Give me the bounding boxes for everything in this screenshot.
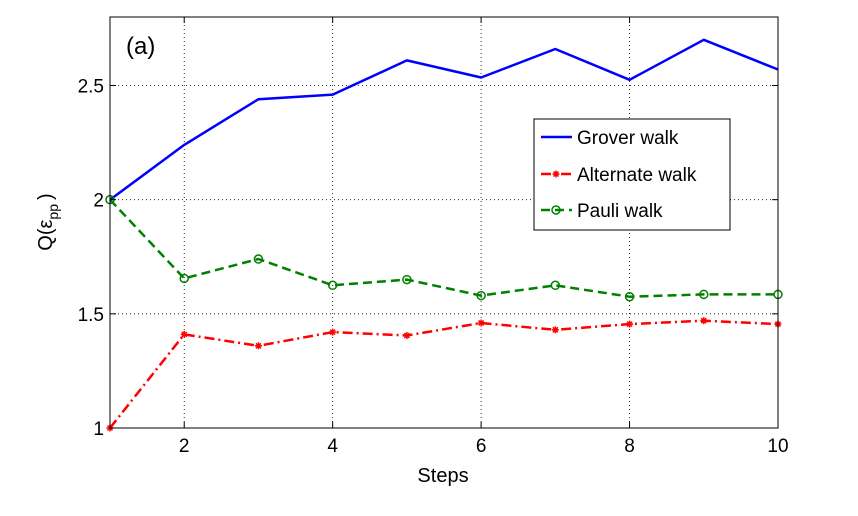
legend-label-pauli: Pauli walk <box>577 201 663 222</box>
data-point <box>253 254 264 264</box>
panel-label: (a) <box>126 33 155 60</box>
y-axis-label-subscript: pp <box>45 204 61 220</box>
x-tick-label: 2 <box>179 436 190 457</box>
legend-entry-pauli: Pauli walk <box>541 201 663 222</box>
x-tick-label: 4 <box>327 436 338 457</box>
legend: Grover walk Alternate walk Pauli walk <box>533 118 731 231</box>
data-point <box>700 317 708 325</box>
x-tick-label: 6 <box>476 436 487 457</box>
y-tick-label: 2.5 <box>78 77 104 98</box>
data-point <box>327 280 338 291</box>
data-point <box>403 332 411 340</box>
series-line <box>109 38 779 201</box>
x-tick-label: 10 <box>767 436 788 457</box>
svg-text:Q(εpp): Q(εpp) <box>35 193 61 250</box>
x-axis-label: Steps <box>417 465 468 487</box>
data-point <box>179 273 189 284</box>
x-tick-label: 8 <box>624 436 635 457</box>
series-line <box>109 319 779 429</box>
legend-marker-pauli <box>551 205 561 215</box>
legend-entry-grover: Grover walk <box>541 128 679 149</box>
legend-label-alternate: Alternate walk <box>577 165 697 186</box>
y-axis-label-close: ) <box>35 193 57 200</box>
data-point <box>626 320 634 328</box>
y-axis-label-main: Q(ε <box>35 219 57 250</box>
data-point <box>402 274 412 285</box>
series-grover-walk <box>109 38 779 201</box>
data-point <box>624 291 635 302</box>
data-point <box>329 328 337 336</box>
ticks: 2 4 6 8 10 1 1.5 2 2.5 <box>78 17 789 457</box>
series-line <box>109 198 778 298</box>
y-tick-label: 1 <box>93 419 104 440</box>
series-layer <box>105 38 783 432</box>
data-point <box>550 280 561 291</box>
legend-label-grover: Grover walk <box>577 128 679 149</box>
data-point <box>551 326 559 334</box>
data-point <box>476 290 486 301</box>
y-tick-label: 1.5 <box>78 305 104 326</box>
data-point <box>699 289 709 300</box>
axes-outline <box>109 16 779 429</box>
data-point <box>180 330 188 338</box>
legend-marker-alternate <box>552 170 560 178</box>
y-tick-label: 2 <box>93 191 104 212</box>
plot-area: 2 4 6 8 10 1 1.5 2 2.5 <box>78 16 789 457</box>
legend-entry-alternate: Alternate walk <box>541 165 697 186</box>
data-point <box>477 319 485 327</box>
data-point <box>254 342 262 350</box>
y-axis-label: Q(εpp) <box>35 193 61 250</box>
